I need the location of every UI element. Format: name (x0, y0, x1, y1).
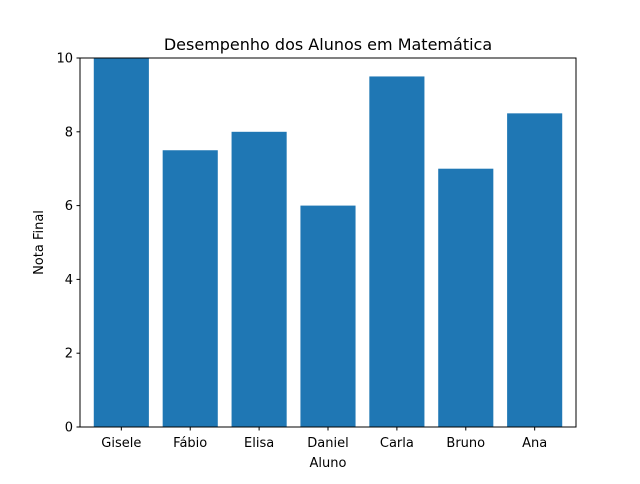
bar-daniel (300, 205, 356, 427)
chart-title: Desempenho dos Alunos em Matemática (164, 35, 492, 54)
bar-fábio (162, 150, 218, 427)
x-tick-label: Carla (380, 436, 414, 451)
x-tick-label: Elisa (244, 436, 274, 451)
bar-ana (507, 113, 563, 427)
bar-bruno (438, 168, 494, 427)
bar-gisele (93, 58, 149, 427)
x-axis: Gisele Fábio Elisa Daniel Carla Bruno Ana (101, 427, 547, 451)
y-tick-label: 6 (65, 199, 73, 214)
x-tick-label: Gisele (101, 436, 141, 451)
y-tick-label: 8 (65, 125, 73, 140)
bar-elisa (231, 131, 287, 428)
x-axis-label: Aluno (310, 456, 347, 471)
x-tick-label: Fábio (173, 436, 207, 451)
plot-area (93, 58, 563, 428)
x-tick-label: Ana (522, 436, 547, 451)
y-axis-label: Nota Final (32, 210, 47, 275)
x-tick-label: Daniel (307, 436, 348, 451)
y-axis: 0 2 4 6 8 10 (56, 52, 80, 436)
y-tick-label: 4 (65, 273, 73, 288)
y-tick-label: 2 (65, 347, 73, 362)
y-tick-label: 10 (56, 52, 73, 67)
y-tick-label: 0 (65, 421, 73, 436)
x-tick-label: Bruno (446, 436, 485, 451)
bar-carla (369, 76, 425, 427)
